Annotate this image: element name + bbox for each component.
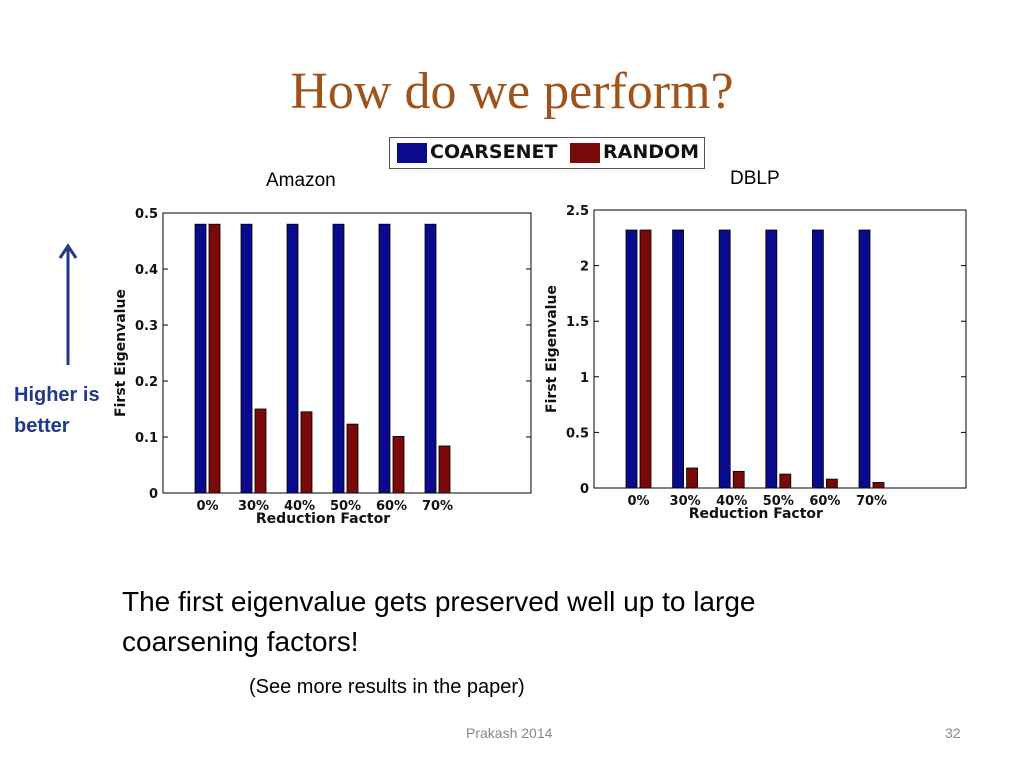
amazon-xtick-label: 40% bbox=[284, 499, 315, 514]
amazon-bar-random-3 bbox=[346, 423, 359, 494]
amazon-bar-coarsenet-4 bbox=[378, 223, 391, 494]
dblp-bar-coarsenet-3 bbox=[765, 229, 778, 489]
higher-line-1: Higher is bbox=[14, 384, 100, 406]
dblp-xtick-label: 0% bbox=[627, 494, 649, 509]
dblp-plot-frame bbox=[593, 209, 967, 489]
page-number: 32 bbox=[945, 725, 961, 741]
amazon-bar-random-4 bbox=[392, 436, 405, 494]
dblp-bar-coarsenet-5 bbox=[858, 229, 871, 489]
chart-legend: COARSENET RANDOM bbox=[389, 137, 705, 169]
amazon-bar-coarsenet-0 bbox=[194, 223, 207, 494]
amazon-ytick-label: 0.2 bbox=[135, 375, 158, 390]
amazon-bar-random-0 bbox=[208, 223, 221, 494]
dblp-xtick-label: 60% bbox=[809, 494, 840, 509]
dblp-bar-random-4 bbox=[826, 478, 838, 489]
amazon-bar-random-2 bbox=[300, 411, 313, 494]
dblp-bar-random-5 bbox=[872, 482, 885, 489]
amazon-xtick-label: 30% bbox=[238, 499, 269, 514]
amazon-bar-random-5 bbox=[438, 445, 451, 494]
amazon-xtick-label: 70% bbox=[422, 499, 453, 514]
dblp-bar-random-0 bbox=[639, 229, 652, 489]
amazon-ytick-label: 0.4 bbox=[135, 263, 158, 278]
dblp-bar-random-1 bbox=[686, 467, 698, 489]
amazon-xtick-label: 0% bbox=[196, 499, 218, 514]
amazon-xtick-label: 50% bbox=[330, 499, 361, 514]
dblp-ytick-label: 1 bbox=[580, 371, 589, 386]
amazon-bar-coarsenet-3 bbox=[332, 223, 345, 494]
dblp-ytick-label: 0.5 bbox=[566, 426, 589, 441]
legend-label-coarsenet: COARSENET bbox=[430, 141, 558, 163]
body-text: The first eigenvalue gets preserved well… bbox=[122, 586, 756, 657]
footer-author: Prakash 2014 bbox=[466, 725, 553, 741]
amazon-xlabel: Reduction Factor bbox=[256, 511, 390, 527]
dblp-xlabel: Reduction Factor bbox=[689, 506, 823, 522]
slide-title: How do we perform? bbox=[290, 63, 734, 120]
dblp-xtick-label: 50% bbox=[763, 494, 794, 509]
legend-swatch-coarsenet bbox=[397, 143, 427, 163]
dblp-ytick-label: 1.5 bbox=[566, 315, 589, 330]
dblp-bar-random-2 bbox=[732, 470, 745, 489]
dblp-xtick-label: 40% bbox=[716, 494, 747, 509]
dblp-xtick-label: 30% bbox=[670, 494, 701, 509]
higher-is-better-note: Higher is better bbox=[14, 380, 100, 442]
legend-label-random: RANDOM bbox=[603, 141, 700, 163]
amazon-bar-coarsenet-5 bbox=[424, 223, 437, 494]
amazon-bar-random-1 bbox=[254, 408, 267, 494]
see-more-note: (See more results in the paper) bbox=[249, 676, 525, 698]
amazon-xtick-label: 60% bbox=[376, 499, 407, 514]
amazon-ytick-label: 0 bbox=[149, 487, 158, 502]
higher-line-2: better bbox=[14, 415, 70, 437]
dblp-bar-coarsenet-2 bbox=[718, 229, 731, 489]
dblp-ytick-label: 2 bbox=[580, 260, 589, 275]
dblp-ylabel: First Eigenvalue bbox=[544, 285, 560, 413]
amazon-bar-coarsenet-1 bbox=[240, 223, 253, 494]
legend-swatch-random bbox=[570, 143, 600, 163]
dblp-ytick-label: 2.5 bbox=[566, 204, 589, 219]
amazon-ylabel: First Eigenvalue bbox=[113, 289, 129, 417]
amazon-ytick-label: 0.5 bbox=[135, 207, 158, 222]
dblp-ytick-label: 0 bbox=[580, 482, 589, 497]
dblp-chart-title: DBLP bbox=[730, 168, 780, 189]
amazon-ytick-label: 0.3 bbox=[135, 319, 158, 334]
dblp-bar-coarsenet-0 bbox=[625, 229, 638, 489]
dblp-bar-random-3 bbox=[779, 473, 792, 489]
amazon-bar-coarsenet-2 bbox=[286, 223, 299, 494]
amazon-chart-title: Amazon bbox=[266, 170, 336, 191]
dblp-bar-coarsenet-1 bbox=[672, 229, 684, 489]
dblp-bar-coarsenet-4 bbox=[812, 229, 824, 489]
amazon-ytick-label: 0.1 bbox=[135, 431, 158, 446]
charts-area: 0 0.1 0.2 0.3 0.4 0.5 0% 30% 40% 50% 60% 70% Reducti… bbox=[113, 204, 967, 527]
dblp-xtick-label: 70% bbox=[856, 494, 887, 509]
up-arrow-icon bbox=[58, 243, 78, 365]
